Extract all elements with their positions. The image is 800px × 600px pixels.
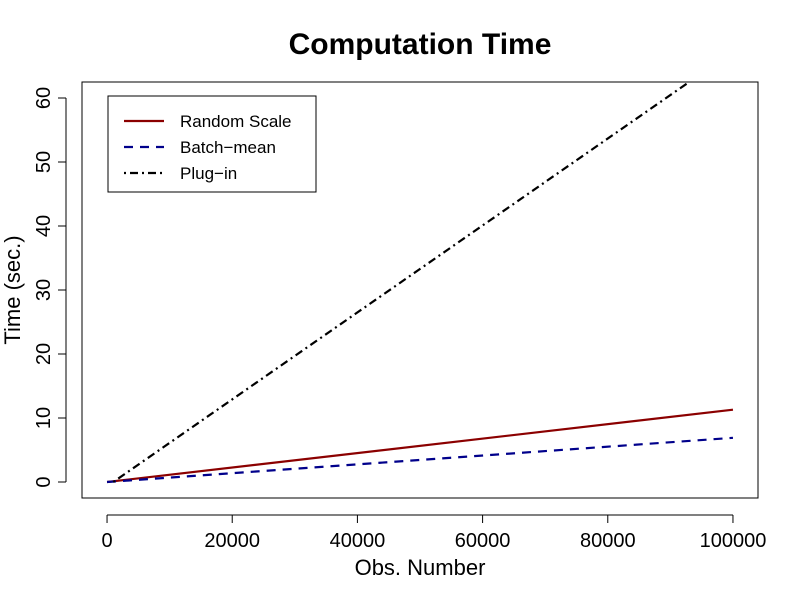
x-axis-label: Obs. Number [355, 555, 486, 580]
series-line-1 [106, 436, 734, 484]
y-tick-label: 10 [33, 407, 55, 429]
series-lines [106, 82, 734, 484]
x-tick-label: 20000 [204, 530, 260, 552]
legend-label-1: Batch−mean [180, 138, 276, 157]
series-line-0 [106, 408, 734, 484]
y-tick-label: 0 [33, 476, 55, 487]
x-tick-label: 60000 [455, 530, 511, 552]
y-tick-label: 40 [33, 215, 55, 237]
chart-title: Computation Time [289, 28, 552, 61]
legend-label-2: Plug−in [180, 164, 237, 183]
y-tick-label: 30 [33, 279, 55, 301]
y-axis-label: Time (sec.) [0, 235, 25, 344]
x-tick-label: 80000 [580, 530, 636, 552]
y-tick-label: 20 [33, 343, 55, 365]
series-line-2 [112, 82, 690, 483]
x-tick-label: 40000 [330, 530, 386, 552]
plot-frame [81, 81, 759, 499]
y-tick-label: 50 [33, 151, 55, 173]
y-tick-label: 60 [33, 87, 55, 109]
x-tick-label: 0 [101, 530, 112, 552]
legend-label-0: Random Scale [180, 112, 292, 131]
legend: Random Scale Batch−mean Plug−in [107, 95, 317, 193]
x-tick-label: 100000 [700, 530, 767, 552]
axes: 0 20000 40000 60000 80000 100000 0 10 20 30 40 50 60 [33, 87, 766, 552]
legend-box [107, 95, 317, 193]
